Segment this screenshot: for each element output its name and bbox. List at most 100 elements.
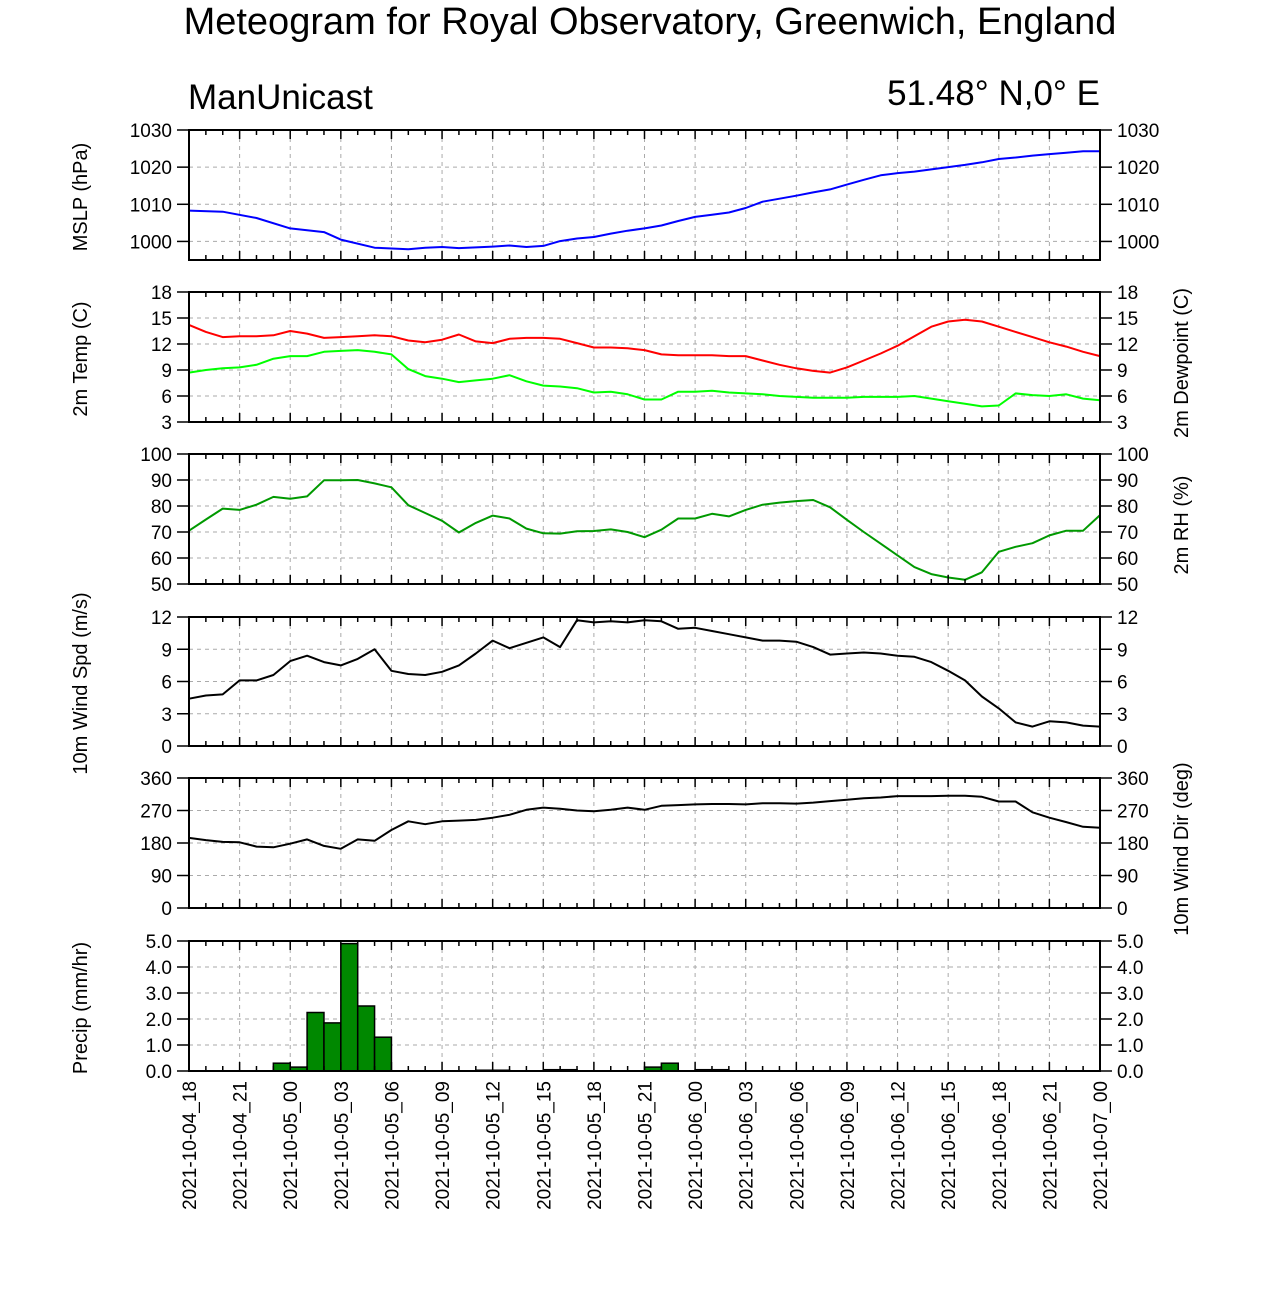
y-tick-label-right: 90 (1117, 867, 1138, 888)
panel-2: 3 3 6 6 9 9 12 12 15 15 18 18 2m Temp (C) 2m Dewpoint… (70, 283, 1193, 438)
y-tick-label-left: 2.0 (146, 1010, 172, 1031)
y-tick-label-left: 0 (161, 737, 172, 758)
y-tick-label-left: 0 (161, 899, 172, 920)
y-tick-label-right: 1000 (1117, 232, 1159, 253)
x-tick-label: 2021-10-06_15 (939, 1081, 960, 1210)
precip-bar (660, 1062, 679, 1072)
y-tick-label-left: 6 (161, 673, 172, 694)
y-tick-label-right: 180 (1117, 834, 1149, 855)
y-tick-label-right: 6 (1117, 387, 1128, 408)
y-tick-label-right: 18 (1117, 283, 1138, 304)
y-tick-label-left: 5.0 (146, 932, 172, 953)
y-axis-title-left: MSLP (hPa) (70, 143, 92, 252)
y-tick-label-left: 1030 (130, 121, 172, 142)
x-tick-label: 2021-10-06_03 (737, 1081, 758, 1210)
y-axis-title-left: 10m Wind Spd (m/s) (70, 592, 92, 774)
panel-6: 0.0 0.0 1.0 1.0 2.0 2.0 3.0 3.0 4.0 4.0 5.0 5.0 Prec… (70, 932, 1143, 1083)
y-tick-label-right: 60 (1117, 549, 1138, 570)
y-tick-label-right: 2.0 (1117, 1010, 1143, 1031)
y-tick-label-right: 270 (1117, 802, 1149, 823)
y-tick-label-left: 12 (151, 335, 172, 356)
y-tick-label-left: 3 (161, 705, 172, 726)
x-tick-label: 2021-10-05_09 (433, 1081, 454, 1210)
y-tick-label-left: 180 (140, 834, 172, 855)
y-tick-label-right: 1020 (1117, 158, 1159, 179)
y-tick-label-left: 1000 (130, 232, 172, 253)
y-tick-label-right: 50 (1117, 575, 1138, 596)
x-tick-label: 2021-10-04_18 (180, 1081, 201, 1210)
series-line-1 (188, 794, 1101, 850)
y-tick-label-left: 360 (140, 769, 172, 790)
chart-title: Meteogram for Royal Observatory, Greenwi… (183, 1, 1117, 43)
x-tick-label: 2021-10-05_15 (534, 1081, 555, 1210)
y-tick-label-right: 6 (1117, 673, 1128, 694)
series-line-1 (188, 150, 1100, 251)
x-tick-label: 2021-10-06_06 (787, 1081, 808, 1210)
panel-3: 50 50 60 60 70 70 80 80 90 90 100 100 2m RH (%) (140, 445, 1193, 596)
y-tick-label-left: 0.0 (146, 1062, 172, 1083)
y-tick-label-left: 1010 (130, 195, 172, 216)
precip-bar (340, 942, 359, 1072)
y-tick-label-right: 1.0 (1117, 1036, 1143, 1057)
x-tick-label: 2021-10-07_00 (1091, 1081, 1112, 1210)
x-tick-label: 2021-10-05_06 (382, 1081, 403, 1210)
y-tick-label-right: 100 (1117, 445, 1149, 466)
y-tick-label-right: 12 (1117, 608, 1138, 629)
x-tick-label: 2021-10-05_03 (332, 1081, 353, 1210)
y-tick-label-right: 4.0 (1117, 958, 1143, 979)
y-tick-label-right: 12 (1117, 335, 1138, 356)
precip-bar (306, 1011, 325, 1072)
precip-bar (272, 1062, 291, 1072)
y-tick-label-left: 60 (151, 549, 172, 570)
y-axis-title-left: 2m Temp (C) (70, 301, 92, 416)
y-tick-label-left: 4.0 (146, 958, 172, 979)
x-tick-label: 2021-10-05_21 (636, 1081, 657, 1210)
y-axis-title-right: 2m RH (%) (1171, 476, 1193, 575)
y-tick-label-left: 1.0 (146, 1036, 172, 1057)
x-tick-label: 2021-10-05_00 (281, 1081, 302, 1210)
y-tick-label-left: 9 (161, 640, 172, 661)
x-tick-label: 2021-10-06_12 (889, 1081, 910, 1210)
y-tick-label-right: 0.0 (1117, 1062, 1143, 1083)
y-tick-label-right: 3 (1117, 705, 1128, 726)
y-tick-label-right: 1010 (1117, 195, 1159, 216)
x-tick-label: 2021-10-06_00 (686, 1081, 707, 1210)
y-tick-label-left: 1020 (130, 158, 172, 179)
y-tick-label-right: 9 (1117, 361, 1128, 382)
x-tick-label: 2021-10-05_18 (585, 1081, 606, 1210)
panel-1: 1000 1000 1010 1010 1020 1020 1030 1030 MSLP (hP… (70, 121, 1159, 261)
y-tick-label-left: 270 (140, 802, 172, 823)
precip-bar (373, 1036, 393, 1072)
x-tick-label: 2021-10-04_21 (231, 1081, 252, 1210)
y-axis-title-left: Precip (mm/hr) (70, 942, 92, 1074)
y-tick-label-left: 3.0 (146, 984, 172, 1005)
y-tick-label-left: 3 (161, 413, 172, 434)
y-tick-label-left: 9 (161, 361, 172, 382)
x-tick-label: 2021-10-05_12 (484, 1081, 505, 1210)
location-label: 51.48° N,0° E (887, 74, 1100, 113)
panel-5: 0 0 90 90 180 180 270 270 360 360 10m Wind Dir (de… (140, 762, 1193, 935)
y-tick-label-right: 3.0 (1117, 984, 1143, 1005)
y-tick-label-right: 1030 (1117, 121, 1159, 142)
y-tick-label-right: 9 (1117, 640, 1128, 661)
y-tick-label-left: 50 (151, 575, 172, 596)
series-line-1 (188, 318, 1101, 374)
y-tick-label-right: 360 (1117, 769, 1149, 790)
y-tick-label-left: 70 (151, 523, 172, 544)
y-tick-label-left: 15 (151, 309, 172, 330)
y-tick-label-left: 12 (151, 608, 172, 629)
y-tick-label-right: 0 (1117, 737, 1128, 758)
y-tick-label-right: 15 (1117, 309, 1138, 330)
y-axis-title-right: 10m Wind Dir (deg) (1171, 762, 1193, 935)
x-tick-label: 2021-10-06_21 (1040, 1081, 1061, 1210)
y-tick-label-right: 3 (1117, 413, 1128, 434)
precip-bar (323, 1022, 342, 1072)
series-line-2 (188, 349, 1101, 408)
x-tick-label: 2021-10-06_18 (990, 1081, 1011, 1210)
y-tick-label-right: 70 (1117, 523, 1138, 544)
precip-bar (356, 1005, 376, 1072)
y-tick-label-left: 90 (151, 867, 172, 888)
y-tick-label-right: 80 (1117, 497, 1138, 518)
y-tick-label-left: 18 (151, 283, 172, 304)
